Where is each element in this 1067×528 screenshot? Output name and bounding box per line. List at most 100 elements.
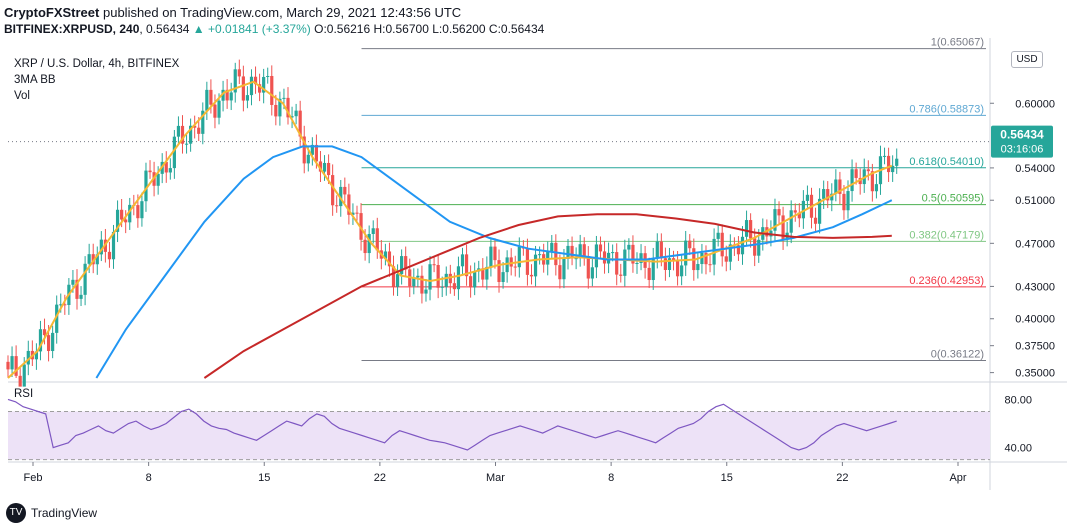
price-tick-label: 0.43000 [1015, 281, 1055, 293]
candle-body [598, 244, 603, 252]
candle-body [355, 212, 359, 214]
candle-body [282, 97, 286, 99]
last-price: 0.56434 [146, 22, 190, 36]
candle-body [75, 279, 79, 299]
candle-body [213, 104, 217, 118]
candle-body [59, 304, 63, 306]
candle-body [509, 257, 513, 267]
tradingview-branding[interactable]: TV TradingView [6, 503, 97, 523]
candle-body [18, 375, 22, 387]
time-tick-label: 8 [608, 472, 614, 484]
fib-level-label: 0.382(0.47179) [909, 229, 984, 241]
tradingview-logo-icon: TV [6, 503, 26, 523]
candle-body [846, 191, 850, 211]
candle-body [221, 89, 225, 101]
candle-body [473, 271, 477, 288]
candle-body [314, 144, 319, 162]
candle-body [184, 143, 189, 145]
candle-body [363, 239, 367, 254]
candle-body [663, 258, 668, 270]
price-axis: 0.35000 0.37500 0.40000 0.43000 0.47000 0.510… [990, 98, 1055, 380]
candle-body [854, 169, 858, 178]
rsi-line [7, 398, 897, 451]
candle-body [371, 228, 375, 234]
candle-body [631, 244, 635, 264]
ohlc-values: O:0.56216 H:0.56700 L:0.56200 C:0.56434 [314, 22, 545, 36]
candle-body [708, 264, 712, 266]
time-tick-label: Mar [486, 472, 505, 484]
candle-body [71, 279, 75, 285]
candle-body [124, 219, 128, 223]
currency-button[interactable]: USD [1011, 51, 1043, 68]
candle-body [826, 189, 830, 201]
candle-body [10, 356, 14, 370]
rsi-band [8, 411, 990, 460]
candle-body [773, 209, 777, 231]
candle-body [209, 89, 213, 105]
candle-body [517, 246, 521, 268]
candle-body [278, 98, 282, 117]
candle-body [298, 110, 302, 137]
candle-body [578, 244, 582, 259]
time-tick-label: 22 [836, 472, 848, 484]
candle-body [164, 161, 168, 173]
candle-body [789, 210, 793, 233]
candle-body [550, 242, 554, 253]
candle-body [830, 193, 834, 201]
candle-body [359, 213, 363, 240]
candle-body [704, 252, 708, 265]
candle-body [834, 179, 838, 194]
candle-body [688, 240, 692, 249]
candle-body [586, 256, 590, 279]
moving-average-line [7, 80, 893, 379]
candle-body [891, 165, 895, 173]
candle-body [42, 329, 47, 336]
candle-body [237, 69, 241, 77]
candle-body [602, 251, 607, 264]
candle-body [351, 212, 355, 215]
candle-body [318, 161, 323, 172]
time-tick-label: Apr [949, 472, 966, 484]
candle-body [440, 286, 444, 288]
rsi-label: RSI [14, 388, 33, 400]
candle-body [866, 169, 870, 172]
candle-body [245, 95, 250, 101]
candle-body [744, 220, 749, 237]
candle-body [797, 212, 801, 219]
candle-body [485, 266, 489, 280]
fib-level-label: 1(0.65067) [931, 37, 984, 49]
countdown-label: 03:16:06 [1001, 144, 1044, 156]
candle-body [464, 254, 469, 277]
candle-body [168, 168, 172, 173]
candle-body [436, 264, 440, 288]
time-tick-label: 22 [374, 472, 386, 484]
candle-body [777, 209, 781, 216]
candle-body [594, 244, 599, 268]
candle-body [558, 265, 562, 280]
candle-body [481, 268, 485, 280]
candle-body [529, 274, 534, 277]
candle-body [619, 274, 623, 276]
moving-average-line [203, 213, 892, 379]
candle-body [432, 264, 436, 266]
candle-body [262, 76, 266, 93]
candle-body [111, 231, 116, 260]
candle-body [189, 125, 193, 144]
candle-body [533, 254, 538, 277]
candle-body [294, 110, 298, 117]
candle-body [720, 232, 724, 257]
candle-body [404, 256, 408, 270]
candle-body [651, 258, 655, 281]
price-change: +0.01841 (+3.37%) [208, 22, 311, 36]
last-price-marker: 0.56434 03:16:06 [991, 125, 1053, 158]
candle-body [615, 252, 619, 275]
price-tick-label: 0.47000 [1015, 238, 1055, 250]
symbol-quote-line: BITFINEX:XRPUSD, 240, 0.56434 ▲ +0.01841… [4, 22, 545, 36]
candle-body [700, 252, 704, 265]
candle-body [448, 273, 452, 284]
candle-body [493, 246, 497, 261]
candle-body [225, 89, 229, 101]
candle-body [343, 186, 347, 195]
price-tick-label: 0.35000 [1015, 368, 1055, 380]
